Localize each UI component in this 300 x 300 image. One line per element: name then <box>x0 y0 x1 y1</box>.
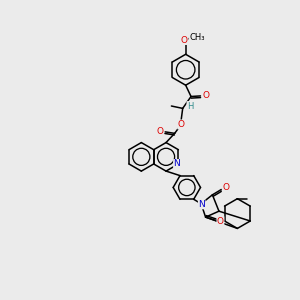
Text: O: O <box>181 35 188 44</box>
Text: O: O <box>157 128 164 136</box>
Text: O: O <box>178 120 185 129</box>
Text: N: N <box>173 160 180 169</box>
Text: N: N <box>198 200 205 209</box>
Text: O: O <box>217 217 224 226</box>
Text: CH₃: CH₃ <box>189 33 205 42</box>
Text: H: H <box>187 101 193 110</box>
Text: O: O <box>202 92 209 100</box>
Text: O: O <box>222 184 229 193</box>
